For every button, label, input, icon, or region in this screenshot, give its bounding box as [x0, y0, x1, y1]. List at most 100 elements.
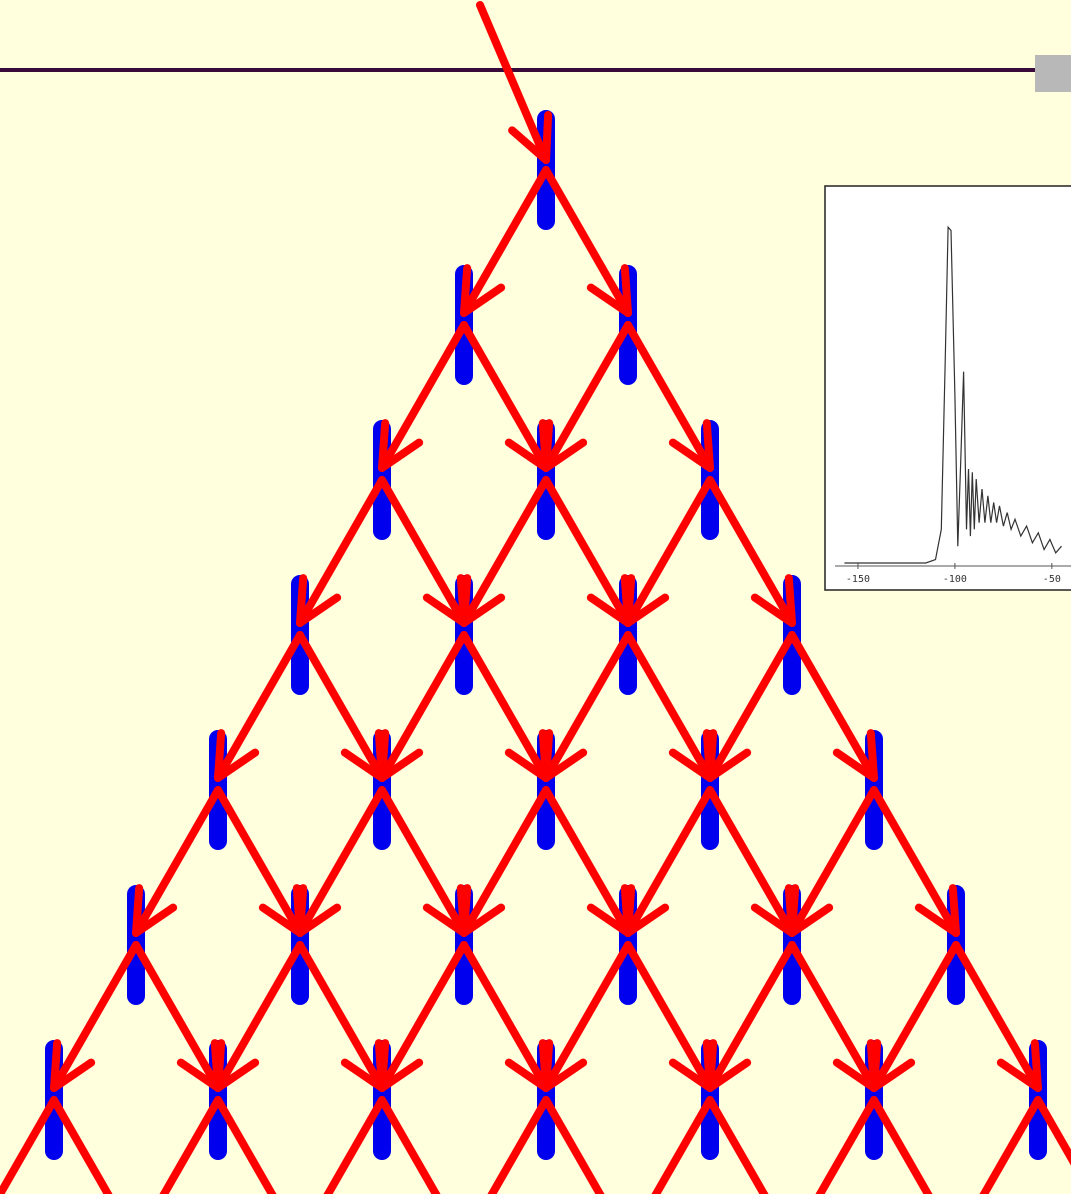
beam-arrow — [476, 1, 550, 164]
beam-arrow — [50, 1096, 113, 1194]
beam-arrow — [378, 476, 468, 627]
arrow-head — [176, 1058, 222, 1092]
arrow-head — [866, 729, 878, 782]
beam-arrow — [788, 941, 878, 1092]
beam-arrow — [487, 1096, 550, 1194]
arrow-head — [750, 593, 796, 627]
beam-arrow — [378, 631, 468, 782]
beam-arrow — [706, 941, 796, 1092]
arrow-head — [750, 903, 796, 937]
arrow-head — [460, 903, 506, 937]
arrow-head — [50, 1039, 62, 1092]
beam-arrow — [296, 786, 386, 937]
beam-arrow — [1034, 1096, 1071, 1166]
arrow-head — [620, 264, 632, 317]
arrow-head — [460, 264, 472, 317]
arrow-head — [542, 419, 554, 472]
beam-arrow — [706, 631, 796, 782]
arrow-head — [832, 1058, 878, 1092]
arrow-head — [542, 438, 588, 472]
arrow-head — [214, 729, 226, 782]
beam-arrow — [132, 941, 222, 1092]
beam-arrow — [624, 941, 714, 1092]
arrow-head — [788, 903, 834, 937]
beam-arrow — [542, 476, 632, 627]
x-tick-label: -50 — [1043, 574, 1061, 585]
arrow-head — [460, 884, 472, 937]
beam-arrow — [651, 1096, 714, 1194]
arrow-head — [378, 1058, 424, 1092]
arrow-head — [296, 574, 308, 627]
arrow-head — [788, 884, 800, 937]
arrow-head — [542, 729, 554, 782]
arrow-head — [258, 903, 304, 937]
beam-arrow — [159, 1096, 222, 1194]
arrow-head — [340, 1058, 386, 1092]
arrow-head — [422, 903, 468, 937]
beam-arrow — [50, 941, 140, 1092]
arrow-head — [586, 903, 632, 937]
beam-arrow — [542, 166, 632, 317]
beam-arrow — [979, 1096, 1042, 1194]
arrow-head — [132, 884, 144, 937]
beam-arrow — [378, 1096, 441, 1194]
arrow-head — [378, 729, 390, 782]
beam-arrow — [788, 786, 878, 937]
arrow-head — [422, 593, 468, 627]
arrow-head — [378, 438, 424, 472]
beam-arrow — [460, 786, 550, 937]
beam-arrow — [542, 1096, 605, 1194]
arrow-head — [378, 419, 390, 472]
beam-arrow — [323, 1096, 386, 1194]
arrow-head — [296, 593, 342, 627]
beam-arrow — [296, 941, 386, 1092]
arrow-head — [624, 593, 670, 627]
arrow-head — [914, 903, 960, 937]
arrow-head — [504, 438, 550, 472]
beam-arrow — [542, 786, 632, 937]
arrow-head — [132, 903, 178, 937]
arrow-head — [542, 748, 588, 782]
beam-arrow — [788, 631, 878, 782]
arrow-head — [624, 884, 636, 937]
arrow-head — [296, 903, 342, 937]
arrow-head — [296, 884, 308, 937]
beam-arrow — [542, 631, 632, 782]
beam-arrow — [542, 321, 632, 472]
arrow-head — [460, 283, 506, 317]
arrow-head — [340, 748, 386, 782]
arrow-head — [668, 438, 714, 472]
spectrum-line — [844, 225, 1062, 564]
beam-arrow — [624, 476, 714, 627]
arrow-head — [996, 1058, 1042, 1092]
beam-arrow — [460, 166, 550, 317]
arrow-head — [624, 574, 636, 627]
corner-tab — [1035, 55, 1071, 92]
arrow-head — [870, 1039, 882, 1092]
arrow-head — [542, 1039, 554, 1092]
arrow-head — [586, 283, 632, 317]
arrow-head — [668, 748, 714, 782]
arrow-head — [378, 1039, 390, 1092]
beam-arrow — [706, 476, 796, 627]
arrow-head — [460, 593, 506, 627]
beam-arrow — [214, 631, 304, 782]
arrow-head — [706, 729, 718, 782]
beam-arrow — [132, 786, 222, 937]
arrow-head — [668, 1058, 714, 1092]
x-tick-label: -150 — [846, 574, 870, 585]
arrow-head — [1030, 1039, 1042, 1092]
beam-arrow — [214, 941, 304, 1092]
beam-arrow — [542, 941, 632, 1092]
beam-arrow — [296, 476, 386, 627]
beam-arrow — [706, 1096, 769, 1194]
arrow-head — [214, 748, 260, 782]
beam-arrow — [378, 786, 468, 937]
x-tick-label: -100 — [943, 574, 967, 585]
beam-arrow — [214, 1096, 277, 1194]
beam-arrow — [624, 321, 714, 472]
beam-arrow — [870, 786, 960, 937]
arrow-head — [784, 574, 796, 627]
beam-arrow — [815, 1096, 878, 1194]
